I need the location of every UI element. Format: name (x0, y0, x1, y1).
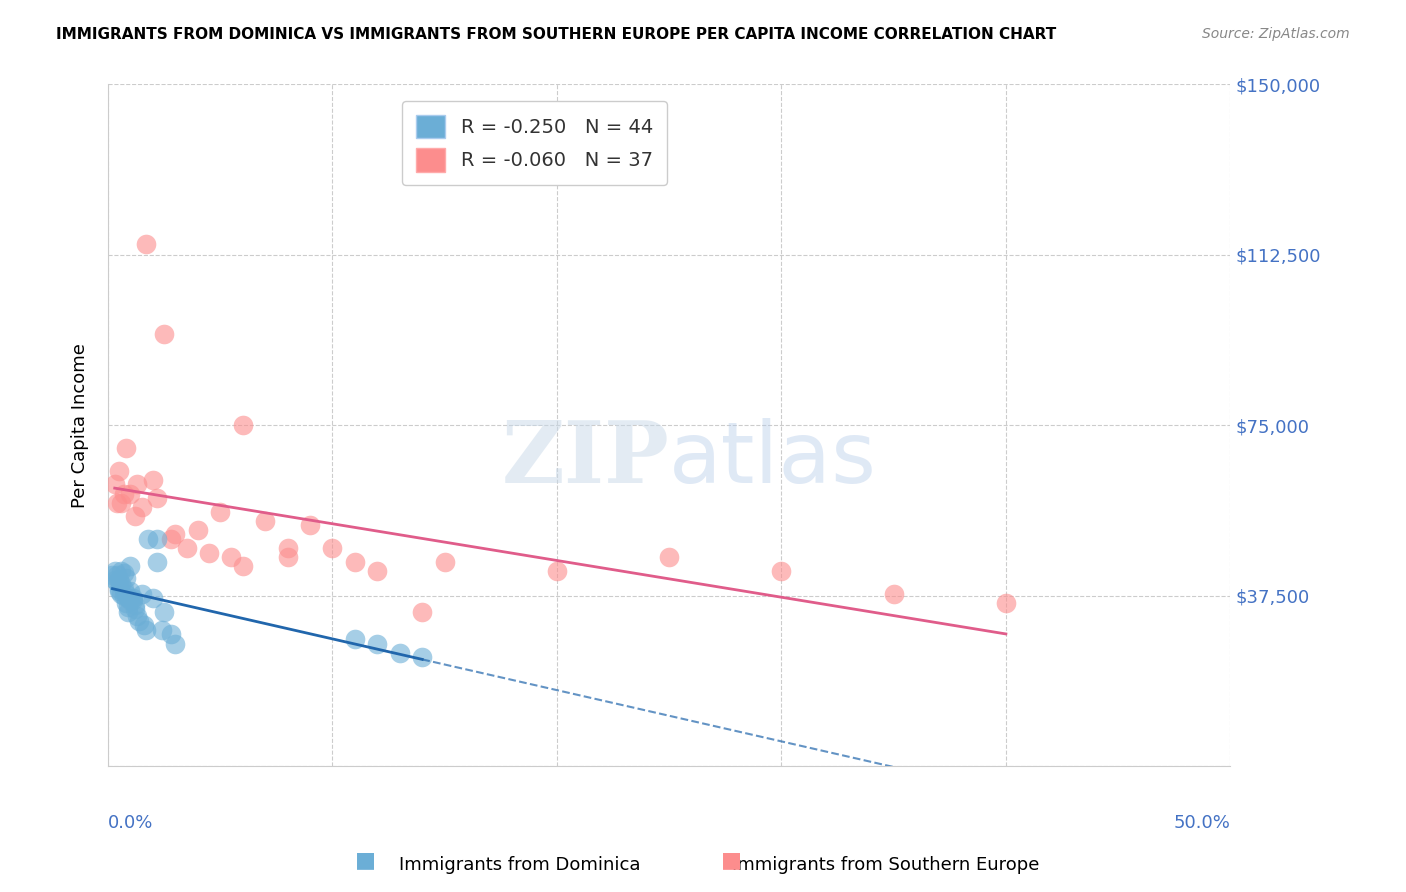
Point (117, 591, 139, 606)
Point (366, 637, 388, 651)
Point (277, 550, 299, 565)
Point (115, 586, 138, 600)
Point (232, 418, 254, 433)
Point (433, 555, 456, 569)
Point (321, 541, 343, 555)
Point (146, 532, 169, 546)
Point (104, 564, 127, 578)
Point (142, 473, 165, 487)
Point (110, 586, 132, 600)
Point (546, 564, 568, 578)
Point (112, 589, 135, 603)
Point (115, 441, 138, 455)
Point (298, 518, 321, 533)
Point (770, 564, 793, 578)
Point (198, 546, 221, 560)
Point (658, 550, 681, 565)
Point (135, 623, 157, 637)
Point (105, 568, 128, 582)
Point (108, 573, 131, 587)
Point (120, 486, 142, 500)
Point (994, 596, 1017, 610)
Point (120, 584, 142, 599)
Point (135, 236, 157, 251)
Point (411, 650, 433, 665)
Point (115, 571, 138, 585)
Point (153, 327, 176, 342)
Point (108, 464, 131, 478)
Point (138, 532, 160, 546)
Text: Immigrants from Southern Europe: Immigrants from Southern Europe (733, 856, 1039, 874)
Point (124, 509, 146, 524)
Text: Immigrants from Dominica: Immigrants from Dominica (399, 856, 641, 874)
Legend: R = -0.250   N = 44, R = -0.060   N = 37: R = -0.250 N = 44, R = -0.060 N = 37 (402, 101, 666, 186)
Text: atlas: atlas (669, 418, 877, 501)
Point (105, 575, 128, 590)
Point (110, 577, 132, 591)
Point (115, 596, 138, 610)
Point (124, 598, 146, 612)
Point (132, 618, 155, 632)
Point (110, 496, 132, 510)
Point (120, 593, 142, 607)
Point (104, 477, 127, 491)
Point (108, 584, 131, 599)
Point (165, 527, 187, 541)
Point (411, 605, 433, 619)
Point (150, 623, 173, 637)
Point (343, 632, 366, 646)
Y-axis label: Per Capita Income: Per Capita Income (72, 343, 89, 508)
Point (232, 559, 254, 574)
Point (120, 559, 142, 574)
Point (343, 555, 366, 569)
Point (160, 627, 183, 641)
Text: IMMIGRANTS FROM DOMINICA VS IMMIGRANTS FROM SOUTHERN EUROPE PER CAPITA INCOME CO: IMMIGRANTS FROM DOMINICA VS IMMIGRANTS F… (56, 27, 1056, 42)
Point (121, 591, 143, 606)
Point (127, 609, 149, 624)
Point (110, 564, 132, 578)
Point (187, 523, 209, 537)
Text: 0.0%: 0.0% (108, 814, 153, 832)
Point (117, 600, 139, 615)
Point (105, 496, 128, 510)
Point (131, 500, 153, 515)
Point (277, 541, 299, 555)
Point (121, 593, 143, 607)
Text: ZIP: ZIP (502, 417, 669, 501)
Point (160, 532, 183, 546)
Point (146, 555, 169, 569)
Point (388, 646, 411, 660)
Point (254, 514, 277, 528)
Point (124, 602, 146, 616)
Text: ■: ■ (356, 850, 375, 870)
Text: 50.0%: 50.0% (1174, 814, 1230, 832)
Point (209, 505, 232, 519)
Point (127, 477, 149, 491)
Point (153, 605, 176, 619)
Point (128, 614, 150, 628)
Point (112, 582, 135, 596)
Point (112, 566, 135, 581)
Point (112, 486, 135, 500)
Point (883, 586, 905, 600)
Text: ■: ■ (721, 850, 741, 870)
Point (146, 491, 169, 505)
Point (165, 637, 187, 651)
Point (117, 605, 139, 619)
Point (142, 591, 165, 606)
Point (366, 564, 388, 578)
Text: Source: ZipAtlas.com: Source: ZipAtlas.com (1202, 27, 1350, 41)
Point (104, 573, 127, 587)
Point (131, 586, 153, 600)
Point (101, 568, 124, 582)
Point (221, 550, 243, 565)
Point (108, 582, 131, 596)
Point (176, 541, 198, 555)
